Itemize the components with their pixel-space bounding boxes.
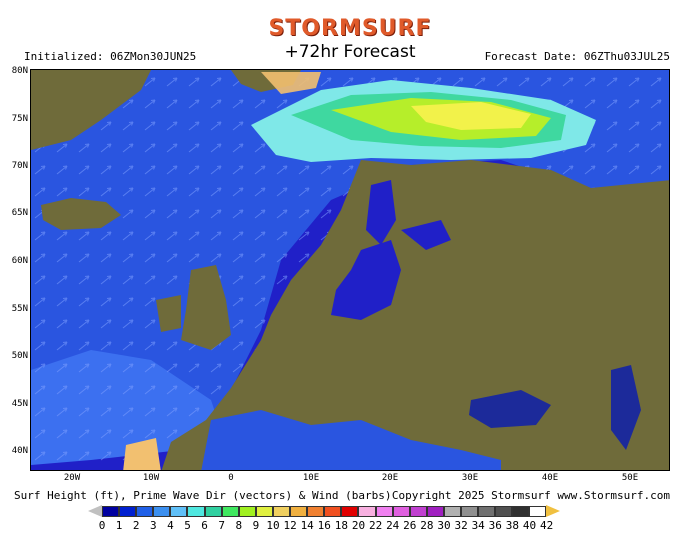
iceland-land	[41, 198, 121, 230]
ireland-land	[156, 295, 181, 332]
legend-tick-label: 18	[334, 519, 349, 532]
legend-swatch	[375, 505, 393, 517]
legend-swatch	[221, 505, 239, 517]
legend-swatch	[255, 505, 273, 517]
swell-band-high	[411, 102, 531, 130]
surf-height-map[interactable]	[30, 69, 670, 471]
legend-swatch	[307, 505, 325, 517]
map-caption: Surf Height (ft), Prime Wave Dir (vector…	[14, 489, 392, 502]
lon-label-40e: 40E	[541, 473, 559, 483]
forecast-title: +72hr Forecast	[284, 42, 416, 62]
legend-tick-label: 30	[437, 519, 451, 532]
legend-swatch	[324, 505, 342, 517]
lon-label-20w: 20W	[63, 473, 81, 483]
svalbard-swell-patch	[261, 72, 321, 94]
gulf-of-finland	[401, 220, 451, 250]
legend-swatch	[170, 505, 188, 517]
legend-tick-label: 9	[252, 519, 260, 532]
lat-label-50n: 50N	[11, 351, 28, 361]
lon-label-10e: 10E	[302, 473, 320, 483]
legend-tick-label: 42	[539, 519, 554, 532]
map-canvas	[31, 70, 669, 470]
legend-tick-label: 3	[149, 519, 157, 532]
iberia-swell-patch	[123, 438, 161, 470]
legend-swatch	[460, 505, 479, 517]
surf-height-legend-bar	[88, 505, 561, 517]
legend-swatch	[495, 505, 513, 517]
legend-swatch	[153, 505, 171, 517]
legend-swatch	[426, 505, 444, 517]
legend-swatch	[290, 505, 308, 517]
lon-label-10w: 10W	[142, 473, 160, 483]
great-britain-land	[181, 265, 231, 350]
legend-tick-label: 7	[218, 519, 225, 532]
legend-swatch	[409, 505, 427, 517]
lat-label-55n: 55N	[11, 304, 28, 314]
legend-tick-label: 12	[283, 519, 297, 532]
legend-swatch	[512, 505, 530, 517]
legend-swatch	[204, 505, 222, 517]
legend-swatch	[238, 505, 256, 517]
legend-tick-label: 36	[488, 519, 502, 532]
lat-label-60n: 60N	[11, 256, 28, 266]
legend-swatch	[392, 505, 410, 517]
legend-tick-label: 38	[505, 519, 520, 532]
legend-tick-label: 34	[471, 519, 485, 532]
greenland-land	[31, 70, 151, 150]
legend-tick-label: 28	[420, 519, 434, 532]
stormsurf-logo: STORMSURF	[268, 16, 432, 41]
lat-label-40n: 40N	[11, 446, 28, 456]
legend-swatch	[136, 505, 154, 517]
legend-swatch	[478, 505, 496, 517]
legend-tick-label: 24	[386, 519, 400, 532]
legend-tick-label: 14	[300, 519, 314, 532]
legend-swatch	[187, 505, 205, 517]
legend-tick-label: 10	[266, 519, 280, 532]
legend-tick-label: 32	[454, 519, 468, 532]
legend-swatch	[358, 505, 376, 517]
legend-tick-label: 26	[403, 519, 417, 532]
legend-tick-label: 40	[522, 519, 537, 532]
lat-label-75n: 75N	[11, 114, 28, 124]
legend-tick-label: 4	[167, 519, 174, 532]
lon-label-20e: 20E	[381, 473, 399, 483]
legend-swatch	[119, 505, 137, 517]
europe-land	[161, 160, 669, 470]
legend-tick-label: 5	[184, 519, 191, 532]
legend-arrow-right	[546, 505, 561, 517]
lon-label-30e: 30E	[461, 473, 479, 483]
legend-tick-label: 1	[115, 519, 123, 532]
initialized-label: Initialized: 06ZMon30JUN25	[24, 50, 197, 63]
legend-tick-label: 2	[132, 519, 140, 532]
mediterranean-sea	[201, 410, 501, 470]
legend-swatch	[443, 505, 461, 517]
lat-label-80n: 80N	[11, 66, 28, 76]
legend-swatch	[341, 505, 359, 517]
baltic-sea	[331, 240, 401, 320]
legend-tick-label: 22	[368, 519, 383, 532]
forecast-date-label: Forecast Date: 06ZThu03JUL25	[484, 50, 670, 63]
legend-arrow-left	[88, 505, 102, 517]
black-sea	[469, 390, 551, 428]
legend-tick-label: 6	[201, 519, 208, 532]
lon-label-50e: 50E	[621, 473, 639, 483]
gulf-of-bothnia	[366, 180, 396, 245]
legend-tick-label: 8	[235, 519, 243, 532]
lat-label-70n: 70N	[11, 161, 28, 171]
legend-tick-label: 16	[317, 519, 331, 532]
legend-tick-label: 20	[351, 519, 366, 532]
lat-label-45n: 45N	[11, 399, 28, 409]
legend-swatch	[529, 505, 547, 517]
legend-swatch	[102, 505, 120, 517]
lon-label-0: 0	[228, 473, 234, 483]
caspian-sea	[611, 365, 641, 450]
legend-swatch	[272, 505, 291, 517]
legend-tick-label: 0	[98, 519, 106, 532]
copyright: Copyright 2025 Stormsurf www.Stormsurf.c…	[391, 489, 670, 502]
lat-label-65n: 65N	[11, 208, 28, 218]
